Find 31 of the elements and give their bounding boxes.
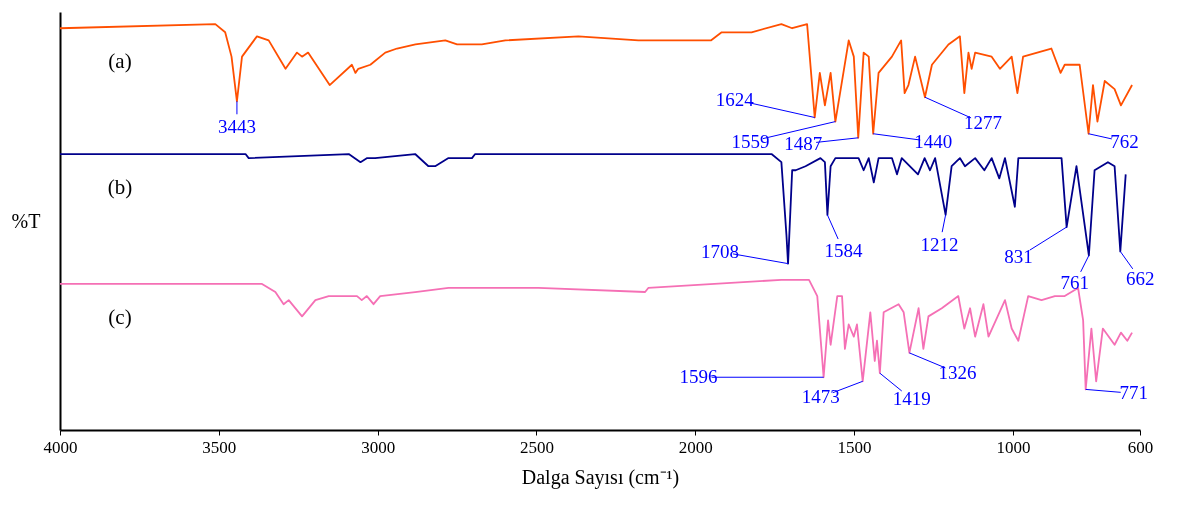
annotation: 1473 bbox=[801, 386, 840, 408]
x-tick-label: 600 bbox=[1127, 437, 1154, 457]
annotation: 1419 bbox=[892, 388, 931, 410]
x-tick-label: 4000 bbox=[43, 437, 78, 457]
annotation: 1326 bbox=[938, 361, 977, 383]
x-tick-label: 3000 bbox=[361, 437, 396, 457]
annotation: 1708 bbox=[701, 240, 740, 262]
annotation: 1277 bbox=[963, 112, 1002, 134]
annotation: 1596 bbox=[679, 366, 718, 388]
annotation: 761 bbox=[1060, 272, 1090, 294]
y-axis-title: %T bbox=[11, 209, 41, 232]
annotation: 1624 bbox=[715, 88, 755, 110]
annotation: 1584 bbox=[824, 239, 863, 261]
x-tick-label: 1500 bbox=[837, 437, 872, 457]
annotation: 3443 bbox=[217, 116, 256, 138]
x-tick-label: 2000 bbox=[678, 437, 713, 457]
annotation: 1440 bbox=[914, 130, 953, 152]
x-tick-label: 2500 bbox=[519, 437, 554, 457]
series-label: (a) bbox=[108, 49, 132, 74]
x-tick-label: 1000 bbox=[996, 437, 1031, 457]
x-tick-label: 3500 bbox=[202, 437, 237, 457]
annotation: 1487 bbox=[784, 132, 823, 154]
x-axis-title: Dalga Sayısı (cm⁻¹) bbox=[521, 465, 680, 489]
annotation: 771 bbox=[1119, 382, 1148, 404]
annotation: 1559 bbox=[731, 130, 770, 152]
annotation: 831 bbox=[1004, 246, 1033, 268]
series-label: (b) bbox=[107, 174, 133, 199]
annotation: 762 bbox=[1110, 130, 1139, 152]
annotation: 1212 bbox=[920, 233, 959, 255]
series-label: (c) bbox=[108, 304, 132, 329]
annotation: 662 bbox=[1126, 268, 1155, 290]
